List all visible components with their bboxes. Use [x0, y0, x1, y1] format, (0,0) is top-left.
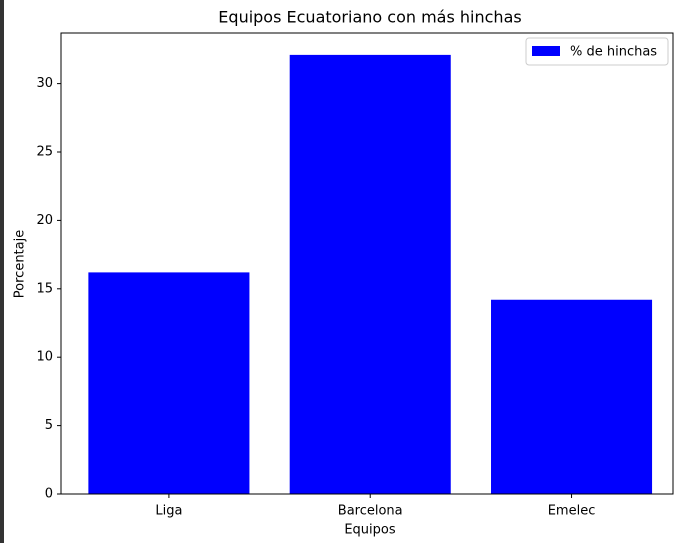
- x-tick-label: Barcelona: [338, 504, 403, 519]
- x-tick-label: Emelec: [548, 504, 596, 519]
- bar: [289, 54, 451, 495]
- y-tick-label: 25: [36, 145, 53, 160]
- y-axis-label: Porcentaje: [13, 230, 28, 298]
- bar: [491, 299, 653, 494]
- legend-box: [525, 37, 669, 66]
- y-tick-label: 10: [36, 350, 53, 365]
- y-tick-label: 30: [36, 76, 53, 91]
- x-tick-label: Liga: [155, 504, 182, 519]
- x-axis-label: Equipos: [344, 523, 396, 538]
- y-tick-label: 5: [45, 418, 53, 433]
- y-tick-label: 15: [36, 281, 53, 296]
- plot-frame: [60, 32, 674, 495]
- chart-title: Equipos Ecuatoriano con más hinchas: [218, 8, 521, 27]
- y-tick-label: 20: [36, 213, 53, 228]
- y-tick-label: 0: [45, 487, 53, 502]
- window-edge: [0, 0, 4, 543]
- legend-swatch: [532, 46, 560, 56]
- legend-label: % de hinchas: [570, 45, 657, 60]
- bar: [88, 272, 250, 494]
